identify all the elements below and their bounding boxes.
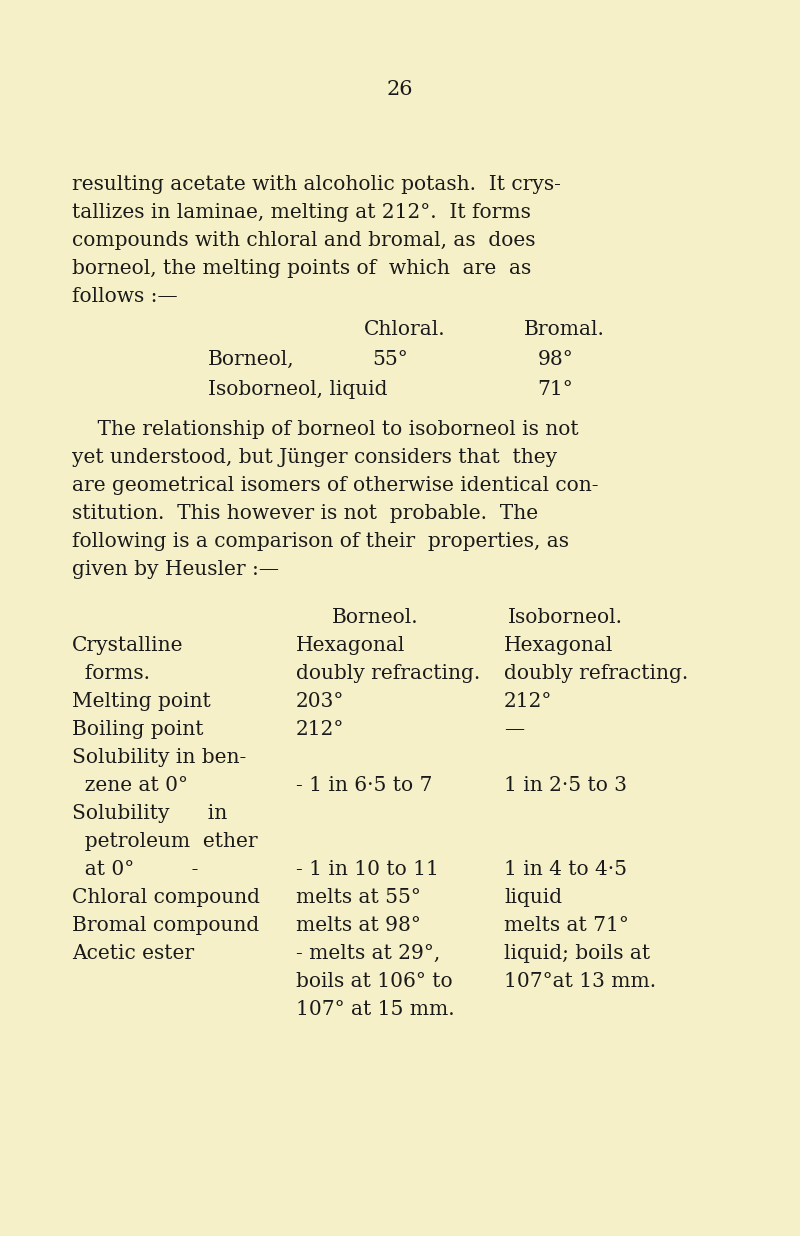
Text: Bromal.: Bromal. [524, 320, 605, 339]
Text: borneol, the melting points of  which  are  as: borneol, the melting points of which are… [72, 260, 531, 278]
Text: Chloral compound: Chloral compound [72, 887, 260, 907]
Text: 71°: 71° [538, 379, 574, 399]
Text: Hexagonal: Hexagonal [296, 637, 406, 655]
Text: tallizes in laminae, melting at 212°.  It forms: tallizes in laminae, melting at 212°. It… [72, 203, 531, 222]
Text: petroleum  ether: petroleum ether [72, 832, 258, 852]
Text: - 1 in 10 to 11: - 1 in 10 to 11 [296, 860, 439, 879]
Text: Solubility in ben-: Solubility in ben- [72, 748, 246, 768]
Text: are geometrical isomers of otherwise identical con-: are geometrical isomers of otherwise ide… [72, 476, 598, 494]
Text: Chloral.: Chloral. [364, 320, 446, 339]
Text: Borneol.: Borneol. [332, 608, 418, 627]
Text: Hexagonal: Hexagonal [504, 637, 614, 655]
Text: given by Heusler :—: given by Heusler :— [72, 560, 279, 578]
Text: Solubility      in: Solubility in [72, 803, 227, 823]
Text: 55°: 55° [372, 350, 408, 370]
Text: melts at 55°: melts at 55° [296, 887, 421, 907]
Text: Borneol,: Borneol, [208, 350, 294, 370]
Text: - 1 in 6·5 to 7: - 1 in 6·5 to 7 [296, 776, 432, 795]
Text: The relationship of borneol to isoborneol is not: The relationship of borneol to isoborneo… [72, 420, 578, 439]
Text: yet understood, but Jünger considers that  they: yet understood, but Jünger considers tha… [72, 447, 557, 467]
Text: resulting acetate with alcoholic potash.  It crys-: resulting acetate with alcoholic potash.… [72, 176, 561, 194]
Text: Boiling point: Boiling point [72, 721, 203, 739]
Text: Isoborneol.: Isoborneol. [508, 608, 623, 627]
Text: Melting point: Melting point [72, 692, 210, 711]
Text: melts at 71°: melts at 71° [504, 916, 629, 934]
Text: compounds with chloral and bromal, as  does: compounds with chloral and bromal, as do… [72, 231, 535, 250]
Text: boils at 106° to: boils at 106° to [296, 971, 453, 991]
Text: 26: 26 [386, 80, 414, 99]
Text: liquid: liquid [504, 887, 562, 907]
Text: melts at 98°: melts at 98° [296, 916, 421, 934]
Text: 107°at 13 mm.: 107°at 13 mm. [504, 971, 656, 991]
Text: 1 in 2·5 to 3: 1 in 2·5 to 3 [504, 776, 627, 795]
Text: Crystalline: Crystalline [72, 637, 183, 655]
Text: zene at 0°: zene at 0° [72, 776, 188, 795]
Text: 212°: 212° [504, 692, 552, 711]
Text: doubly refracting.: doubly refracting. [296, 664, 480, 684]
Text: 107° at 15 mm.: 107° at 15 mm. [296, 1000, 454, 1018]
Text: 212°: 212° [296, 721, 344, 739]
Text: 1 in 4 to 4·5: 1 in 4 to 4·5 [504, 860, 627, 879]
Text: - melts at 29°,: - melts at 29°, [296, 944, 440, 963]
Text: following is a comparison of their  properties, as: following is a comparison of their prope… [72, 531, 569, 551]
Text: stitution.  This however is not  probable.  The: stitution. This however is not probable.… [72, 504, 538, 523]
Text: 203°: 203° [296, 692, 344, 711]
Text: Isoborneol, liquid: Isoborneol, liquid [208, 379, 387, 399]
Text: forms.: forms. [72, 664, 150, 684]
Text: —: — [504, 721, 524, 739]
Text: at 0°         -: at 0° - [72, 860, 198, 879]
Text: Acetic ester: Acetic ester [72, 944, 194, 963]
Text: 98°: 98° [538, 350, 574, 370]
Text: doubly refracting.: doubly refracting. [504, 664, 688, 684]
Text: Bromal compound: Bromal compound [72, 916, 259, 934]
Text: follows :—: follows :— [72, 287, 178, 307]
Text: liquid; boils at: liquid; boils at [504, 944, 650, 963]
